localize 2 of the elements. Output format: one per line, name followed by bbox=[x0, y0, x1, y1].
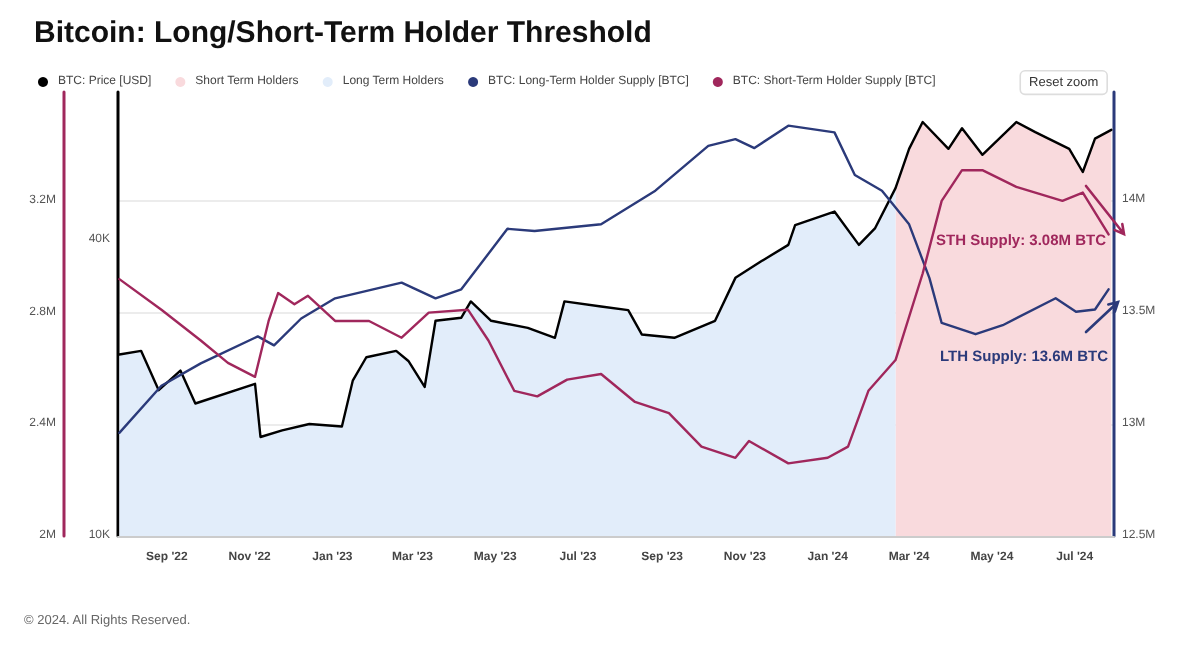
chart-title: Bitcoin: Long/Short-Term Holder Threshold bbox=[34, 16, 652, 50]
line-series bbox=[118, 168, 1110, 465]
